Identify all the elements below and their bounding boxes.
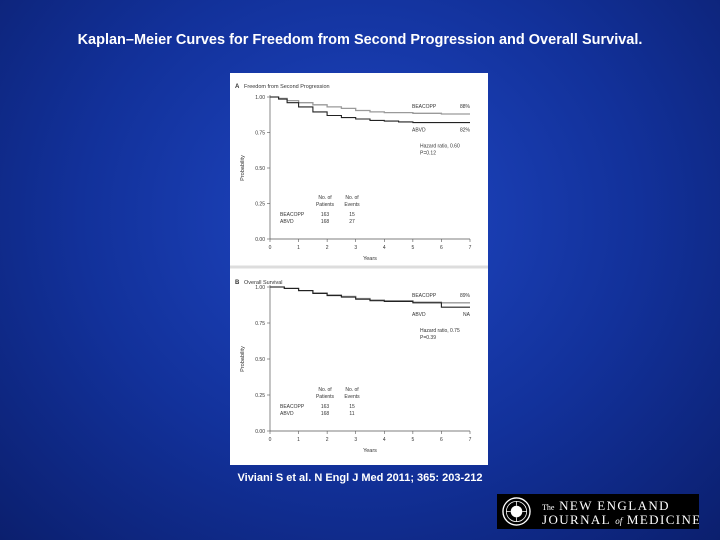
panel-b-label-beacopp: BEACOPP — [412, 293, 437, 299]
panel-b-table-events: 11 — [349, 411, 354, 417]
panel-a-letter: A — [235, 84, 240, 90]
panel-b-y-tick-label: 0.50 — [255, 357, 265, 363]
panel-b-table-group: ABVD — [280, 411, 294, 417]
panel-a-table-header-events: Events — [344, 202, 360, 208]
panel-a-x-tick-label: 6 — [440, 245, 443, 251]
panel-a-table-events: 15 — [349, 212, 355, 218]
panel-b-value-beacopp: 89% — [460, 293, 471, 299]
panel-b-table-events: 15 — [349, 404, 355, 410]
panel-a-table-header-patients: No. of — [318, 195, 332, 201]
panel-a-label-beacopp: BEACOPP — [412, 104, 437, 110]
logo-of: of — [615, 516, 623, 526]
panel-b-y-tick-label: 0.25 — [255, 393, 265, 399]
panel-a-annotation-line: Hazard ratio, 0.60 — [420, 144, 460, 150]
panel-b-table-patients: 168 — [321, 411, 330, 417]
panel-a-x-axis-label: Years — [363, 256, 377, 262]
panel-b-x-tick-label: 6 — [440, 437, 443, 443]
panel-b-y-axis-label: Probability — [240, 346, 246, 372]
panel-a-table-events: 27 — [349, 219, 355, 225]
panel-a-table-header-events: No. of — [345, 195, 359, 201]
panel-b-table-header-events: No. of — [345, 387, 359, 393]
panel-b-table-header-patients: Patients — [316, 394, 335, 400]
panel-b-table-header-patients: No. of — [318, 387, 332, 393]
panel-a-table-patients: 168 — [321, 219, 330, 225]
figure-panel: A Freedom from Second Progression 0.00 0.25… — [230, 73, 488, 465]
panel-b-table-header-events: Events — [344, 394, 360, 400]
panel-a-x-tick-label: 4 — [383, 245, 386, 251]
panel-a-curve-beacopp — [270, 96, 470, 115]
panel-a-curve-abvd — [270, 96, 470, 124]
panel-a-y-tick-label: 1.00 — [255, 95, 265, 101]
panel-b-table-group: BEACOPP — [280, 404, 305, 410]
panel-b-letter: B — [235, 280, 240, 286]
panel-a-title: Freedom from Second Progression — [244, 84, 330, 90]
panel-b-annotation-line: Hazard ratio, 0.75 — [420, 328, 460, 334]
panel-a-label-abvd: ABVD — [412, 128, 426, 134]
panel-a-x-tick-label: 1 — [297, 245, 300, 251]
panel-a-table-group: ABVD — [280, 219, 294, 225]
nejm-logo: The NEW ENGLAND JOURNAL of MEDICINE — [497, 494, 699, 529]
panel-a-value-beacopp: 88% — [460, 104, 471, 110]
panel-b-table-patients: 163 — [321, 404, 330, 410]
panel-b-label-abvd: ABVD — [412, 312, 426, 318]
logo-journal: JOURNAL — [542, 512, 611, 527]
panel-a-x-tick-label: 0 — [269, 245, 272, 251]
panel-b-value-abvd: NA — [463, 312, 471, 318]
panel-b-y-tick-label: 0.75 — [255, 321, 265, 327]
panel-a-table-patients: 163 — [321, 212, 330, 218]
panel-a-annotation-line: P=0.12 — [420, 151, 436, 157]
panel-b-x-axis-label: Years — [363, 448, 377, 454]
panel-b-x-tick-label: 0 — [269, 437, 272, 443]
logo-line1: The NEW ENGLAND — [542, 498, 670, 514]
panel-a-x-tick-label: 2 — [326, 245, 329, 251]
panel-b-x-tick-label: 5 — [411, 437, 414, 443]
panel-b-annotation-line: P=0.39 — [420, 335, 436, 341]
panel-a-x-tick-label: 7 — [469, 245, 472, 251]
panel-a-y-tick-label: 0.75 — [255, 131, 265, 137]
panel-b-title: Overall Survival — [244, 280, 283, 286]
panel-a-value-abvd: 82% — [460, 128, 471, 134]
panel-b-x-tick-label: 1 — [297, 437, 300, 443]
nejm-seal-icon — [502, 497, 531, 526]
logo-line2: JOURNAL of MEDICINE — [542, 512, 699, 528]
logo-new-england: NEW ENGLAND — [559, 498, 670, 513]
panel-a-y-tick-label: 0.00 — [255, 237, 265, 243]
panel-a-table-group: BEACOPP — [280, 212, 305, 218]
panel-b-x-tick-label: 4 — [383, 437, 386, 443]
panel-a-table-header-patients: Patients — [316, 202, 335, 208]
panel-a-y-axis-label: Probability — [240, 155, 246, 181]
logo-the: The — [542, 503, 555, 512]
km-chart: A Freedom from Second Progression 0.00 0.25… — [230, 84, 488, 454]
panel-b-y-tick-label: 0.00 — [255, 429, 265, 435]
logo-medicine: MEDICINE — [626, 512, 699, 527]
panel-a-x-tick-label: 5 — [411, 245, 414, 251]
panel-b-x-tick-label: 3 — [354, 437, 357, 443]
panel-b-x-tick-label: 2 — [326, 437, 329, 443]
panel-b-x-tick-label: 7 — [469, 437, 472, 443]
panel-b-curve-abvd — [270, 286, 470, 308]
panel-b-y-tick-label: 1.00 — [255, 285, 265, 291]
panel-a-y-tick-label: 0.25 — [255, 202, 265, 208]
panel-a-y-tick-label: 0.50 — [255, 166, 265, 172]
citation: Viviani S et al. N Engl J Med 2011; 365:… — [237, 472, 483, 484]
panel-a-x-tick-label: 3 — [354, 245, 357, 251]
slide-title: Kaplan–Meier Curves for Freedom from Sec… — [77, 32, 643, 48]
